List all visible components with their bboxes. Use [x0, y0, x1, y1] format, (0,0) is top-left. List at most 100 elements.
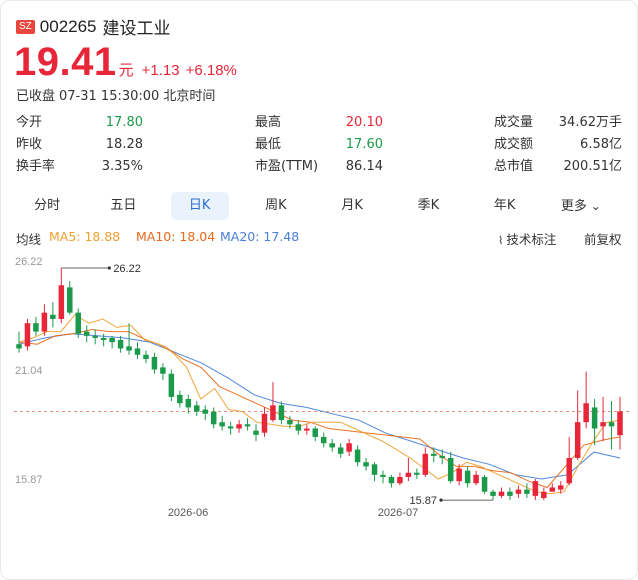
status-state: 已收盘: [16, 89, 56, 104]
candle-body: [58, 285, 65, 319]
candle-body: [151, 356, 158, 370]
candle-body: [439, 455, 445, 458]
stock-name: 建设工业: [102, 19, 171, 39]
stat-label: 最低: [255, 137, 282, 152]
candle-body: [490, 491, 496, 496]
candle-body: [320, 436, 327, 444]
ma-legend: 均线 MA5: 18.88 MA10: 18.04 MA20: 17.48 ⌇ 技…: [16, 229, 626, 247]
candle-body: [168, 373, 175, 397]
last-price: 19.41: [14, 40, 117, 84]
stat-label: 今开: [16, 115, 43, 130]
candlestick-chart[interactable]: 26.22 21.04 15.87 26.22 15.87 2026-06 2026-07: [0, 250, 638, 530]
candle-body: [295, 424, 302, 431]
stock-header: SZ 002265 建设工业: [16, 14, 171, 39]
candle-body: [507, 491, 513, 496]
stat-label: 总市值: [494, 159, 534, 174]
stat-value: 200.51亿: [563, 159, 623, 174]
price-change-pct: +6.18%: [185, 62, 237, 79]
candle-body: [414, 472, 420, 475]
candle-body: [447, 457, 454, 482]
candle-body: [557, 485, 564, 490]
stat-value: 86.14: [345, 159, 383, 174]
stat-value: 17.60: [345, 137, 383, 152]
candle-body: [244, 424, 251, 427]
candle-body: [202, 409, 208, 414]
candle-body: [16, 344, 22, 349]
candle-body: [236, 424, 242, 429]
market-badge: SZ: [16, 19, 35, 34]
candle-body: [219, 422, 225, 427]
candle-body: [177, 394, 183, 404]
candle-body: [591, 407, 598, 429]
x-axis-label: 2026-07: [378, 507, 418, 519]
candle-body: [371, 464, 378, 475]
tab-4[interactable]: 月K: [341, 198, 363, 213]
candle-body: [431, 453, 437, 456]
stat-value: 3.35%: [101, 159, 143, 174]
candle-body: [574, 422, 581, 458]
candle-body: [24, 323, 31, 347]
stat-value: 20.10: [345, 115, 383, 130]
candle-body: [524, 489, 530, 494]
tab-7[interactable]: 更多 ⌄: [560, 199, 601, 214]
candle-body: [456, 468, 462, 482]
indicator-label: 技术标注: [506, 232, 557, 247]
candle-body: [160, 367, 166, 374]
candle-body: [50, 314, 56, 319]
ma10-line: [18, 328, 621, 489]
candle-body: [481, 476, 488, 492]
candle-body: [600, 422, 606, 427]
candle-body: [33, 323, 39, 332]
candle-body: [227, 426, 234, 429]
candle-body: [143, 354, 149, 359]
candle-body: [100, 337, 107, 341]
period-tabs: 分时 五日 日K 周K 月K 季K 年K 更多 ⌄: [16, 192, 626, 220]
status-datetime: 07-31 15:30:00: [59, 89, 160, 104]
tab-2[interactable]: 日K: [170, 192, 229, 220]
stat-value: 6.58亿: [580, 137, 622, 152]
wave-icon: ⌇: [498, 234, 504, 247]
candle-body: [515, 489, 522, 494]
candle-body: [346, 443, 352, 452]
candle-body: [83, 331, 90, 336]
stat-label: 市盈(TTM): [255, 159, 319, 174]
candle-body: [405, 472, 412, 477]
candle-body: [473, 474, 479, 484]
y-tick-label: 21.04: [15, 365, 43, 377]
candle-body: [41, 312, 48, 332]
candle-body: [287, 420, 293, 425]
stats-grid: 今开 17.80 最高 20.10 成交量 34.62万手 昨收 18.28 最低 17.60 成交…: [0, 112, 638, 178]
candle-body: [608, 422, 615, 427]
candle-body: [134, 348, 141, 355]
tab-1[interactable]: 五日: [110, 198, 137, 213]
status-timezone: 北京时间: [163, 89, 216, 104]
tab-5[interactable]: 季K: [417, 198, 440, 213]
max-marker-label: 26.22: [113, 263, 141, 275]
candle-body: [617, 411, 623, 436]
candle-body: [380, 474, 386, 477]
candle-body: [566, 457, 572, 484]
tab-3[interactable]: 周K: [265, 198, 287, 213]
tab-6[interactable]: 年K: [493, 198, 516, 213]
indicator-button[interactable]: ⌇ 技术标注: [498, 229, 556, 248]
ma5-line: [18, 314, 621, 495]
candle-body: [337, 447, 344, 454]
candle-body: [363, 462, 369, 467]
market-status: 已收盘 07-31 15:30:00 北京时间: [16, 85, 219, 104]
candle-body: [329, 443, 335, 448]
candle-body: [541, 491, 547, 499]
stat-value: 34.62万手: [558, 115, 622, 130]
candle-body: [117, 340, 124, 349]
stat-value: 18.28: [105, 137, 143, 152]
candle-body: [194, 405, 200, 412]
adjust-button[interactable]: 前复权: [584, 232, 622, 247]
min-marker-label: 15.87: [409, 495, 437, 507]
stat-label: 最高: [255, 115, 282, 130]
min-marker-dot: [439, 498, 443, 502]
candle-body: [210, 411, 217, 425]
candle-body: [549, 487, 556, 492]
candle-body: [109, 337, 115, 343]
x-axis-label: 2026-06: [168, 507, 208, 519]
candle-body: [75, 312, 82, 334]
tab-0[interactable]: 分时: [34, 198, 61, 213]
